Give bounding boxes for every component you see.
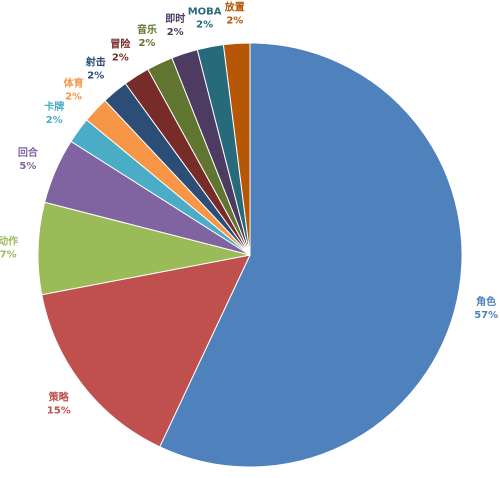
slice-label: 回合 <box>18 146 39 159</box>
pie-slice <box>41 254 251 448</box>
slice-label: MOBA <box>188 6 222 17</box>
slice-value: 2% <box>112 53 129 64</box>
slice-label: 射击 <box>85 56 106 69</box>
slice-value: 2% <box>167 27 184 38</box>
slice-label: 策略 <box>49 390 70 403</box>
slice-value: 2% <box>46 115 63 126</box>
slice-value: 2% <box>196 19 213 30</box>
slice-value: 57% <box>474 310 498 321</box>
slice-label: 角色 <box>476 295 496 308</box>
pie-slice <box>159 42 463 468</box>
slice-value: 15% <box>47 405 71 416</box>
slice-value: 7% <box>0 249 17 260</box>
slice-label: 音乐 <box>137 23 157 36</box>
slice-label: 动作 <box>0 234 18 247</box>
slice-value: 2% <box>138 38 155 49</box>
slice-label: 冒险 <box>110 38 131 51</box>
slice-label: 体育 <box>64 76 84 89</box>
slice-label: 放置 <box>224 0 245 13</box>
slice-value: 2% <box>87 71 104 82</box>
slice-value: 2% <box>65 91 82 102</box>
slice-value: 2% <box>226 15 243 26</box>
slice-label: 卡牌 <box>44 100 64 113</box>
slice-label: 即时 <box>165 12 185 25</box>
slice-value: 5% <box>19 161 36 172</box>
pie-slice <box>222 42 251 256</box>
